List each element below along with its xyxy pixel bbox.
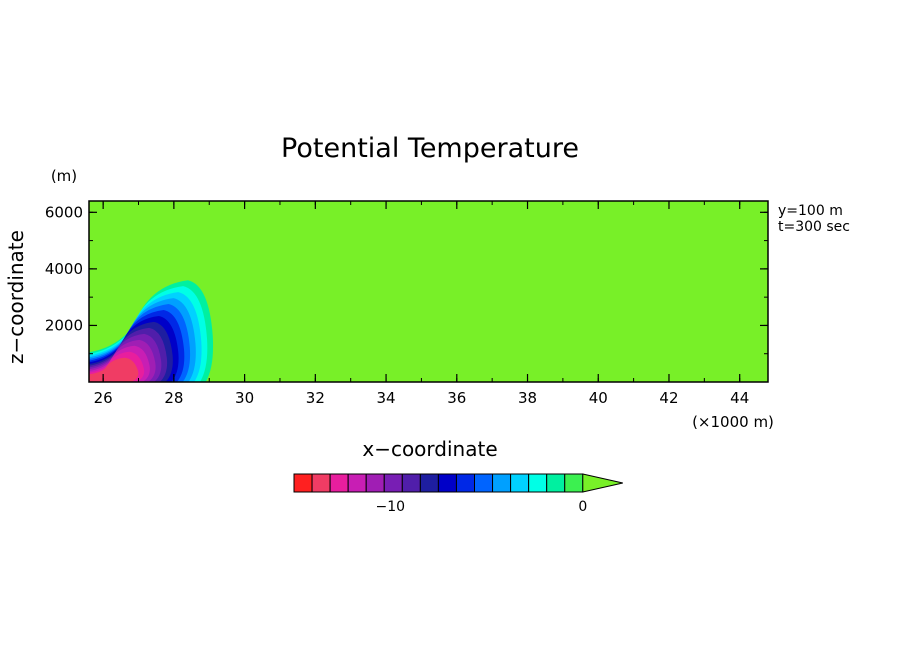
heatmap-field: [89, 201, 768, 382]
field-contour-band: [89, 357, 139, 382]
colorbar-tick-label: 0: [578, 499, 587, 515]
colorbar-box: [293, 473, 313, 493]
x-tick-label: 40: [589, 389, 608, 407]
y-tick-label: 6000: [45, 203, 83, 221]
y-axis-label: z−coordinate: [4, 230, 28, 364]
x-tick-label: 28: [164, 389, 183, 407]
y-tick-label: 2000: [45, 316, 83, 334]
x-units-label: (×1000 m): [692, 413, 774, 431]
colorbar-box: [365, 473, 385, 493]
colorbar: −10 0: [293, 473, 623, 515]
colorbar-box: [546, 473, 566, 493]
x-axis-label: x−coordinate: [362, 437, 497, 461]
colorbar-box: [383, 473, 403, 493]
y-tick-label: 4000: [45, 260, 83, 278]
colorbar-extension: [582, 473, 623, 493]
x-tick-label: 34: [377, 389, 396, 407]
y-units-label: (m): [51, 167, 77, 185]
x-tick-label: 26: [94, 389, 113, 407]
colorbar-box: [419, 473, 439, 493]
x-tick-label: 36: [447, 389, 466, 407]
x-tick-label: 38: [518, 389, 537, 407]
x-tick-label: 44: [730, 389, 749, 407]
x-tick-label: 32: [306, 389, 325, 407]
colorbar-box: [347, 473, 367, 493]
x-tick-label: 42: [659, 389, 678, 407]
plot-border: [88, 200, 769, 383]
colorbar-box: [455, 473, 476, 493]
colorbar-box: [474, 473, 494, 493]
colorbar-box: [492, 473, 512, 493]
colorbar-box: [401, 473, 421, 493]
colorbar-tick-label: −10: [375, 499, 405, 515]
x-tick-label: 30: [235, 389, 254, 407]
colorbar-box: [329, 473, 349, 493]
colorbar-box: [528, 473, 548, 493]
annotation-y: y=100 m: [778, 203, 843, 219]
colorbar-box: [437, 473, 457, 493]
colorbar-box: [564, 473, 584, 493]
plot-frame: 26 28 30 32 34 36 38 40 42 44 2000 4000 6000: [45, 200, 769, 407]
colorbar-box: [510, 473, 530, 493]
chart-title: Potential Temperature: [281, 133, 579, 164]
annotation-t: t=300 sec: [778, 219, 850, 235]
colorbar-box: [311, 473, 331, 493]
